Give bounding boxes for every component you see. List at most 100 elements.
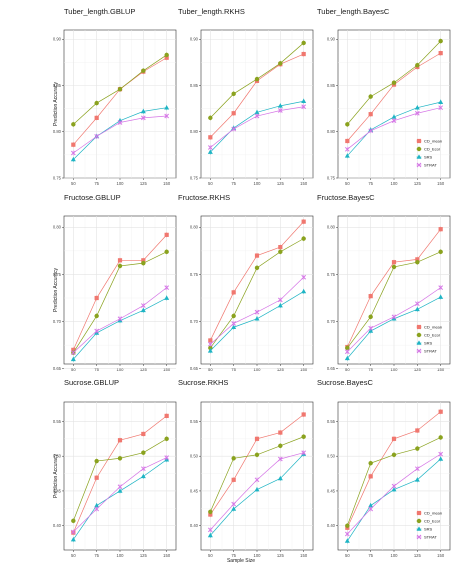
x-tick-label: 125 [414, 367, 422, 372]
x-tick-label: 125 [140, 367, 148, 372]
panel-7: Sucrose.GBLUP 50 75 100 125 150 0.40 0.45 0.50 0.… [53, 378, 177, 558]
point-STRAT [438, 285, 444, 290]
point-SRS [140, 307, 146, 313]
x-tick-label: 150 [300, 367, 308, 372]
point-CD_Ecol [71, 122, 76, 127]
y-axis-label-row-2: Prediction Accuracy [53, 268, 59, 312]
panel-title: Fructose.GBLUP [64, 193, 121, 202]
point-CD_mean [94, 115, 99, 120]
point-CD_mean [117, 258, 123, 263]
point-STRAT [70, 350, 76, 356]
x-tick-label: 125 [140, 181, 148, 186]
point-STRAT [207, 341, 213, 347]
point-CD_mean [438, 227, 443, 232]
point-SRS [301, 288, 307, 294]
point-CD_Ecol [301, 434, 306, 439]
legend: CD_mean CD_Ecol SRS STRAT [416, 510, 442, 540]
point-SRS [414, 477, 420, 482]
point-CD_mean [117, 438, 123, 443]
legend-key-CD_mean [416, 324, 422, 330]
point-CD_mean [278, 245, 283, 250]
x-tick-label: 50 [345, 367, 350, 372]
x-tick-label: 75 [94, 181, 99, 186]
panel-title: Sucrose.RKHS [178, 378, 228, 387]
point-CD_mean [164, 232, 169, 237]
point-STRAT [414, 466, 420, 472]
point-CD_mean [94, 295, 99, 301]
point-CD_Ecol [208, 345, 213, 351]
point-STRAT [391, 118, 397, 124]
y-tick-label: 0.40 [327, 523, 336, 528]
panel-title: Tuber_length.GBLUP [64, 7, 135, 16]
point-SRS [231, 506, 237, 511]
legend-key-SRS [416, 526, 422, 531]
point-STRAT [207, 527, 213, 533]
point-SRS [70, 156, 76, 162]
point-CD_Ecol [254, 265, 260, 271]
y-tick-label: 0.55 [53, 419, 62, 424]
x-tick-label: 150 [300, 181, 308, 186]
point-CD_mean [208, 338, 213, 343]
point-SRS [438, 99, 444, 104]
point-CD_Ecol [301, 236, 306, 241]
y-tick-label: 0.90 [327, 37, 336, 42]
point-CD_mean [71, 142, 76, 147]
x-tick-label: 100 [117, 367, 125, 372]
point-CD_Ecol [141, 260, 146, 266]
x-tick-label: 125 [414, 181, 422, 186]
point-CD_Ecol [71, 518, 76, 524]
point-SRS [277, 103, 283, 108]
point-STRAT [277, 456, 283, 462]
point-STRAT [301, 450, 307, 456]
legend-key-CD_Ecol [416, 332, 422, 338]
y-tick-label: 0.50 [53, 454, 62, 459]
y-tick-label: 0.65 [190, 366, 199, 371]
x-tick-label: 75 [231, 553, 236, 558]
point-SRS [414, 306, 420, 312]
x-tick-label: 50 [345, 181, 350, 186]
point-CD_Ecol [391, 452, 397, 458]
point-CD_Ecol [117, 87, 123, 92]
point-CD_Ecol [164, 52, 169, 58]
panel-title: Sucrose.GBLUP [64, 378, 119, 387]
legend-label: CD_Ecol [424, 146, 440, 151]
point-CD_mean [345, 138, 350, 144]
legend-label: STRAT [424, 534, 437, 539]
point-CD_mean [415, 428, 420, 433]
point-CD_Ecol [117, 456, 123, 461]
x-tick-label: 75 [231, 367, 236, 372]
point-STRAT [368, 325, 374, 331]
point-CD_Ecol [164, 436, 169, 442]
point-CD_Ecol [231, 313, 236, 319]
y-tick-label: 0.55 [327, 419, 336, 424]
y-tick-label: 0.70 [190, 319, 199, 324]
x-tick-label: 150 [300, 553, 308, 558]
legend-label: SRS [424, 154, 433, 159]
legend-key-STRAT [416, 534, 422, 540]
point-CD_Ecol [415, 259, 420, 265]
legend-key-CD_mean [416, 138, 422, 144]
y-tick-label: 0.75 [190, 272, 199, 277]
legend-label: SRS [424, 340, 433, 345]
point-STRAT [414, 301, 420, 307]
point-CD_Ecol [438, 249, 443, 255]
x-tick-label: 150 [437, 367, 445, 372]
panel-title: Fructose.RKHS [178, 193, 230, 202]
point-STRAT [117, 316, 123, 322]
x-tick-label: 50 [71, 553, 76, 558]
point-CD_mean [438, 409, 443, 414]
point-CD_mean [368, 474, 373, 479]
legend-label: CD_mean [424, 138, 442, 143]
point-SRS [301, 98, 307, 104]
point-SRS [70, 536, 76, 542]
x-axis-label: Sample Size [227, 558, 255, 564]
legend-label: CD_Ecol [424, 332, 440, 337]
legend: CD_mean CD_Ecol SRS STRAT [416, 138, 442, 167]
panel-title: Sucrose.BayesC [317, 378, 373, 387]
point-CD_Ecol [94, 458, 99, 464]
point-STRAT [94, 328, 100, 334]
y-tick-label: 0.70 [53, 319, 62, 324]
point-STRAT [164, 455, 170, 460]
legend-key-SRS [416, 340, 422, 345]
legend-label: STRAT [424, 162, 437, 167]
